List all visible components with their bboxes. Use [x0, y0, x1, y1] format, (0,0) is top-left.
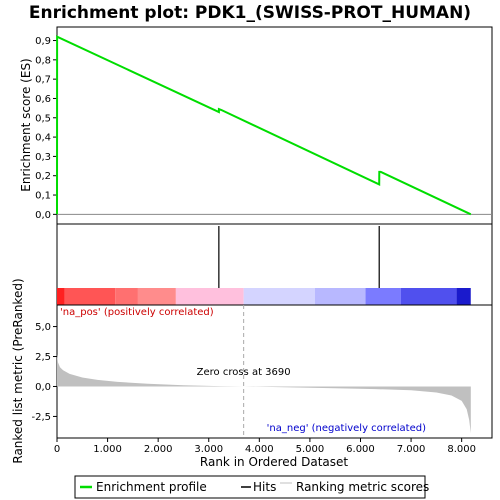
rank-y-tick-label: 5,0 [35, 322, 51, 333]
color-bar-segment [243, 288, 315, 305]
color-bar-segment [137, 288, 176, 305]
es-y-tick-label: 0,9 [35, 36, 51, 47]
x-axis-ticks: 0 1.000 2.000 3.000 4.000 5.000 6.000 7.000 8.00… [54, 438, 476, 455]
es-y-tick-label: 0,6 [35, 94, 51, 105]
x-tick-label: 1.000 [93, 444, 122, 455]
es-y-tick-label: 0,0 [35, 210, 51, 221]
x-tick-label: 5.000 [296, 444, 325, 455]
color-bar-segment [456, 288, 471, 305]
pos-correlated-label: 'na_pos' (positively correlated) [60, 307, 214, 318]
es-y-tick-label: 0,3 [35, 152, 51, 163]
color-bar-segment [64, 288, 116, 305]
color-bar-segment [175, 288, 244, 305]
color-bar-segment [314, 288, 366, 305]
rank-y-tick-label: -2,5 [31, 412, 51, 423]
ranking-color-bar [57, 288, 471, 305]
legend: Enrichment profile Hits Ranking metric s… [74, 475, 429, 499]
legend-label-enrichment: Enrichment profile [96, 480, 207, 494]
legend-label-ranking: Ranking metric scores [296, 480, 429, 494]
es-y-tick-label: 0,5 [35, 113, 51, 124]
x-tick-label: 6.000 [346, 444, 375, 455]
ranking-panel: -2,5 0,0 2,5 5,0 Zero cross at 3690 'na_pos… [11, 278, 493, 464]
es-y-tick-label: 0,2 [35, 171, 51, 182]
color-bar-segment [115, 288, 138, 305]
rank-y-axis-label: Ranked list metric (PreRanked) [11, 278, 25, 463]
hit-lines [218, 226, 380, 288]
x-tick-label: 4.000 [245, 444, 274, 455]
x-tick-label: 7.000 [397, 444, 426, 455]
es-y-tick-label: 0,1 [35, 191, 51, 202]
zero-cross-label: Zero cross at 3690 [197, 367, 291, 378]
es-y-ticks: 0,0 0,1 0,2 0,3 0,4 0,5 0,6 0,7 0,8 0,9 [35, 36, 57, 221]
rank-y-tick-label: 2,5 [35, 352, 51, 363]
es-y-tick-label: 0,4 [35, 133, 51, 144]
es-y-tick-label: 0,8 [35, 55, 51, 66]
x-tick-label: 0 [54, 444, 60, 455]
color-bar-segment [400, 288, 457, 305]
es-panel: 0,0 0,1 0,2 0,3 0,4 0,5 0,6 0,7 0,8 0,9 Enrichmen… [19, 26, 493, 225]
enrichment-profile-line [56, 35, 472, 216]
x-tick-label: 8.000 [447, 444, 476, 455]
neg-correlated-label: 'na_neg' (negatively correlated) [267, 423, 426, 434]
rank-y-ticks: -2,5 0,0 2,5 5,0 [31, 322, 57, 423]
hits-panel [56, 223, 493, 306]
x-tick-label: 3.000 [194, 444, 223, 455]
rank-y-tick-label: 0,0 [35, 382, 51, 393]
chart-title: Enrichment plot: PDK1_(SWISS-PROT_HUMAN) [29, 3, 471, 23]
x-axis-label: Rank in Ordered Dataset [200, 455, 348, 469]
x-tick-label: 2.000 [144, 444, 173, 455]
legend-label-hits: Hits [253, 480, 276, 494]
ranking-panel-frame [56, 304, 493, 439]
color-bar-segment [365, 288, 401, 305]
es-y-axis-label: Enrichment score (ES) [19, 58, 33, 191]
color-bar-segment [57, 288, 65, 305]
es-y-tick-label: 0,7 [35, 75, 51, 86]
